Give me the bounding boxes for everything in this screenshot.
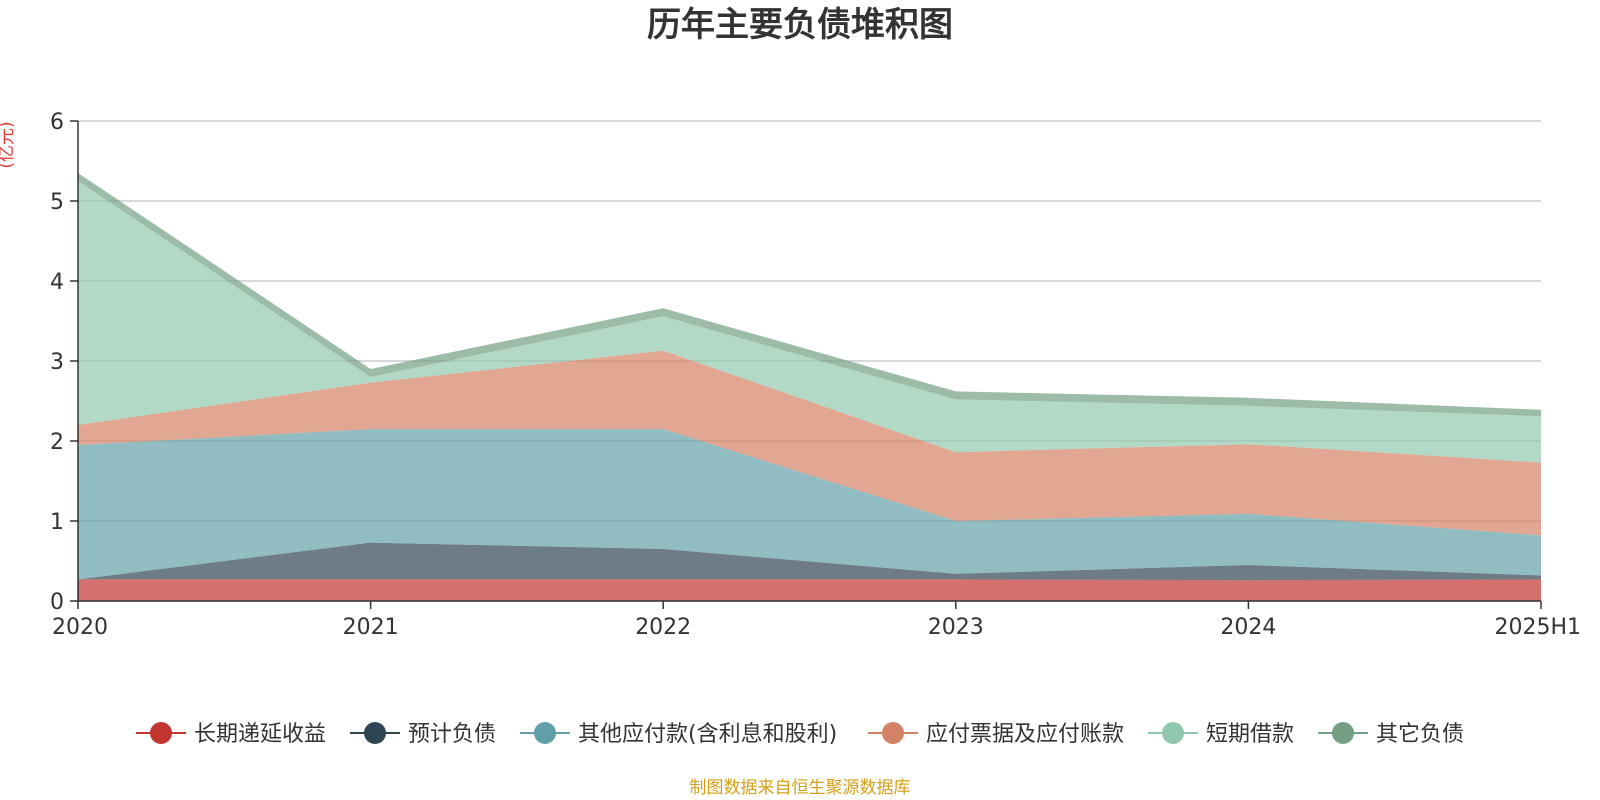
legend-marker — [1332, 722, 1354, 744]
legend-item-4[interactable]: 短期借款 — [1148, 722, 1294, 747]
legend-label: 长期递延收益 — [194, 722, 326, 747]
chart-title: 历年主要负债堆积图 — [647, 5, 953, 45]
x-tick-label: 2020 — [52, 615, 108, 640]
y-tick-label: 4 — [50, 270, 64, 295]
area-series — [78, 173, 1541, 601]
legend-item-1[interactable]: 预计负债 — [350, 722, 496, 747]
x-tick-label: 2023 — [928, 615, 984, 640]
x-tick-label: 2022 — [635, 615, 691, 640]
legend-label: 预计负债 — [408, 722, 496, 747]
x-tick-label: 2024 — [1220, 615, 1276, 640]
y-tick-label: 0 — [50, 590, 64, 615]
legend-marker — [364, 722, 386, 744]
legend-item-0[interactable]: 长期递延收益 — [136, 722, 326, 747]
legend-label: 其它负债 — [1376, 722, 1464, 747]
legend-marker — [534, 722, 556, 744]
area-series-0 — [78, 579, 1541, 601]
source-note: 制图数据来自恒生聚源数据库 — [690, 778, 911, 798]
area-series-4 — [78, 181, 1541, 463]
legend-item-5[interactable]: 其它负债 — [1318, 722, 1464, 747]
y-tick-label: 2 — [50, 430, 64, 455]
legend-label: 应付票据及应付账款 — [926, 722, 1124, 747]
legend-marker — [1162, 722, 1184, 744]
area-series-1 — [78, 542, 1541, 581]
legend-label: 其他应付款(含利息和股利) — [578, 722, 837, 747]
x-tick-label: 2025H1 — [1494, 615, 1581, 640]
y-tick-label: 3 — [50, 350, 64, 375]
legend-marker — [150, 722, 172, 744]
legend-marker — [882, 722, 904, 744]
legend-item-3[interactable]: 应付票据及应付账款 — [868, 722, 1124, 747]
legend[interactable]: 长期递延收益 预计负债 其他应付款(含利息和股利) 应付票据及应付账款 短期借款 其它负债 — [136, 722, 1464, 747]
legend-item-2[interactable]: 其他应付款(含利息和股利) — [520, 722, 837, 747]
legend-label: 短期借款 — [1206, 722, 1294, 747]
x-tick-label: 2021 — [343, 615, 399, 640]
area-series-5 — [78, 173, 1541, 417]
y-axis-unit: (亿元) — [0, 121, 17, 168]
area-series-2 — [78, 429, 1541, 580]
y-tick-label: 6 — [50, 110, 64, 135]
area-series-3 — [78, 350, 1541, 536]
y-tick-label: 5 — [50, 190, 64, 215]
y-tick-label: 1 — [50, 510, 64, 535]
axes: 0 1 2 3 4 5 6 2020 2021 2022 2023 2024 2025H1 — [50, 110, 1581, 640]
